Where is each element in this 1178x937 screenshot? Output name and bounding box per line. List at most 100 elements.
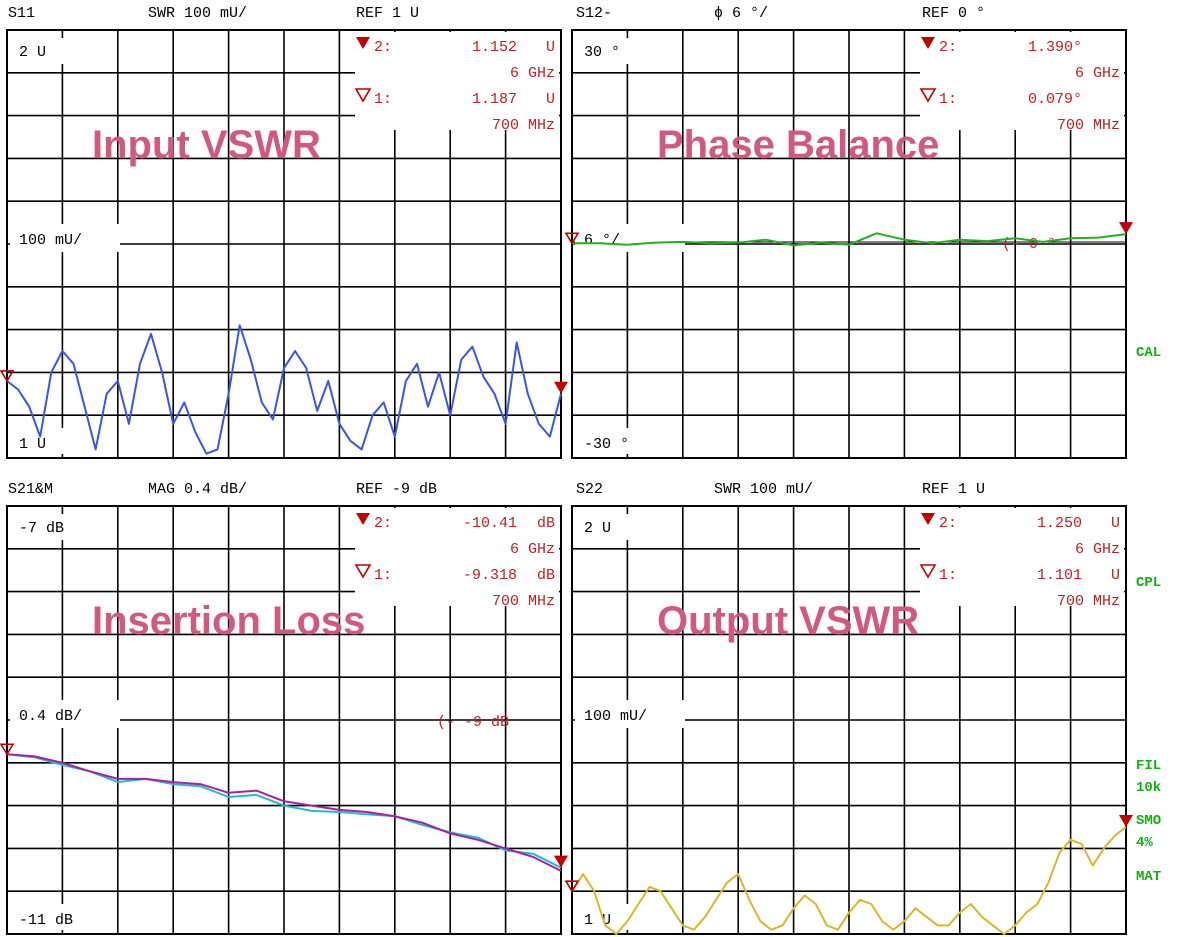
marker-id: 1:: [374, 91, 392, 108]
reference-marker-label: (- 0 °: [1002, 236, 1056, 253]
marker-frequency: 700 MHz: [492, 117, 555, 134]
channel-label: S12-: [576, 5, 612, 22]
marker-value: 1.250: [1037, 515, 1082, 532]
marker-2-flag: [1119, 222, 1133, 235]
reference-marker-label: (- -9 dB: [437, 714, 509, 731]
marker-2-flag: [554, 381, 568, 394]
marker-value: 1.187: [472, 91, 517, 108]
trace-series-0: [571, 826, 1127, 935]
mid-label-box: [575, 224, 685, 252]
top-label-box: [10, 38, 90, 64]
marker-2-icon: [356, 37, 370, 49]
trace-series-0: [6, 324, 562, 455]
scale-top-label: 30 °: [584, 44, 620, 61]
marker-value: 1.101: [1037, 567, 1082, 584]
panel-1: S12- ϕ 6 °/ REF 0 ° 30 ° 6 °/ -30 ° Phase Bala…: [564, 5, 1133, 459]
scale-per-div-label: 0.4 dB/: [19, 708, 82, 725]
scale-top-label: 2 U: [584, 520, 611, 537]
scale-label: SWR 100 mU/: [148, 5, 247, 22]
marker-value: -9.318: [463, 567, 517, 584]
top-label-box: [10, 514, 90, 540]
marker-unit: U: [546, 39, 555, 56]
marker-frequency: 6 GHz: [1075, 65, 1120, 82]
scale-top-label: -7 dB: [19, 520, 64, 537]
marker-1-flag: [0, 370, 15, 383]
marker-1-icon: [354, 88, 372, 103]
panel-2: S21&M MAG 0.4 dB/REF -9 dB -7 dB 0.4 dB/ -11…: [0, 481, 568, 935]
panel-0: S11 SWR 100 mU/REF 1 U 2 U 100 mU/1 U Input …: [0, 5, 568, 459]
scale-label: MAG 0.4 dB/: [148, 481, 247, 498]
marker-frequency: 700 MHz: [1057, 593, 1120, 610]
marker-1-flag: [0, 743, 15, 756]
marker-value: 1.152: [472, 39, 517, 56]
ref-label: REF 1 U: [356, 5, 419, 22]
scale-bottom-label: -11 dB: [19, 912, 73, 929]
status-label: 4%: [1136, 835, 1153, 851]
marker-id: 2:: [939, 39, 957, 56]
marker-readout-box: [355, 32, 559, 130]
scale-per-div-label: 100 mU/: [19, 232, 82, 249]
marker-id: 1:: [939, 567, 957, 584]
scale-top-label: 2 U: [19, 44, 46, 61]
channel-label: S21&M: [8, 481, 53, 498]
marker-2-flag: [1119, 815, 1133, 827]
marker-frequency: 6 GHz: [510, 65, 555, 82]
mid-label-box: [10, 700, 120, 728]
top-label-box: [575, 38, 655, 64]
scale-bottom-label: 1 U: [19, 436, 46, 453]
trace-series-0: [572, 232, 1127, 247]
status-label: FIL: [1136, 758, 1161, 774]
ref-label: REF -9 dB: [356, 481, 437, 498]
marker-1-flag: [564, 880, 580, 893]
marker-2-icon: [356, 513, 370, 525]
trace-series-0: [6, 753, 562, 869]
chart-title: Output VSWR: [657, 599, 919, 643]
status-label: CAL: [1136, 345, 1161, 361]
status-label: CPL: [1136, 575, 1161, 591]
top-label-box: [575, 514, 655, 540]
bottom-label-box: [10, 904, 100, 930]
marker-id: 2:: [374, 515, 392, 532]
ref-label: REF 1 U: [922, 481, 985, 498]
marker-2-icon: [921, 37, 935, 49]
marker-frequency: 700 MHz: [1057, 117, 1120, 134]
marker-unit: U: [1111, 567, 1120, 584]
marker-1-icon: [919, 88, 937, 103]
marker-frequency: 6 GHz: [1075, 541, 1120, 558]
marker-readout-box: [920, 508, 1124, 606]
status-labels: CAL CPL FIL 10k SMO 4% MAT: [1136, 345, 1161, 885]
status-label: SMO: [1136, 813, 1161, 829]
marker-2-flag: [554, 855, 568, 868]
marker-1-flag: [564, 232, 580, 245]
scale-label: ϕ 6 °/: [714, 5, 768, 22]
marker-readout-box: [355, 508, 559, 606]
marker-unit: U: [546, 91, 555, 108]
channel-label: S11: [8, 5, 35, 22]
status-label: 10k: [1136, 780, 1161, 796]
scale-label: SWR 100 mU/: [714, 481, 813, 498]
ref-label: REF 0 °: [922, 5, 985, 22]
marker-value: 1.390°: [1028, 39, 1082, 56]
marker-1-icon: [354, 564, 372, 579]
marker-value: 0.079°: [1028, 91, 1082, 108]
marker-value: -10.41: [463, 515, 517, 532]
chart-title: Input VSWR: [92, 123, 321, 167]
marker-unit: dB: [537, 515, 555, 532]
status-label: MAT: [1136, 869, 1161, 885]
marker-frequency: 6 GHz: [510, 541, 555, 558]
mid-label-box: [575, 700, 685, 728]
chart-title: Phase Balance: [657, 123, 939, 167]
marker-id: 1:: [374, 567, 392, 584]
bottom-label-box: [575, 904, 665, 930]
marker-2-icon: [921, 513, 935, 525]
bottom-label-box: [575, 428, 665, 454]
marker-frequency: 700 MHz: [492, 593, 555, 610]
mid-label-box: [10, 224, 120, 252]
scale-bottom-label: -30 °: [584, 436, 629, 453]
scale-per-div-label: 100 mU/: [584, 708, 647, 725]
channel-label: S22: [576, 481, 603, 498]
marker-unit: U: [1111, 515, 1120, 532]
marker-id: 1:: [939, 91, 957, 108]
